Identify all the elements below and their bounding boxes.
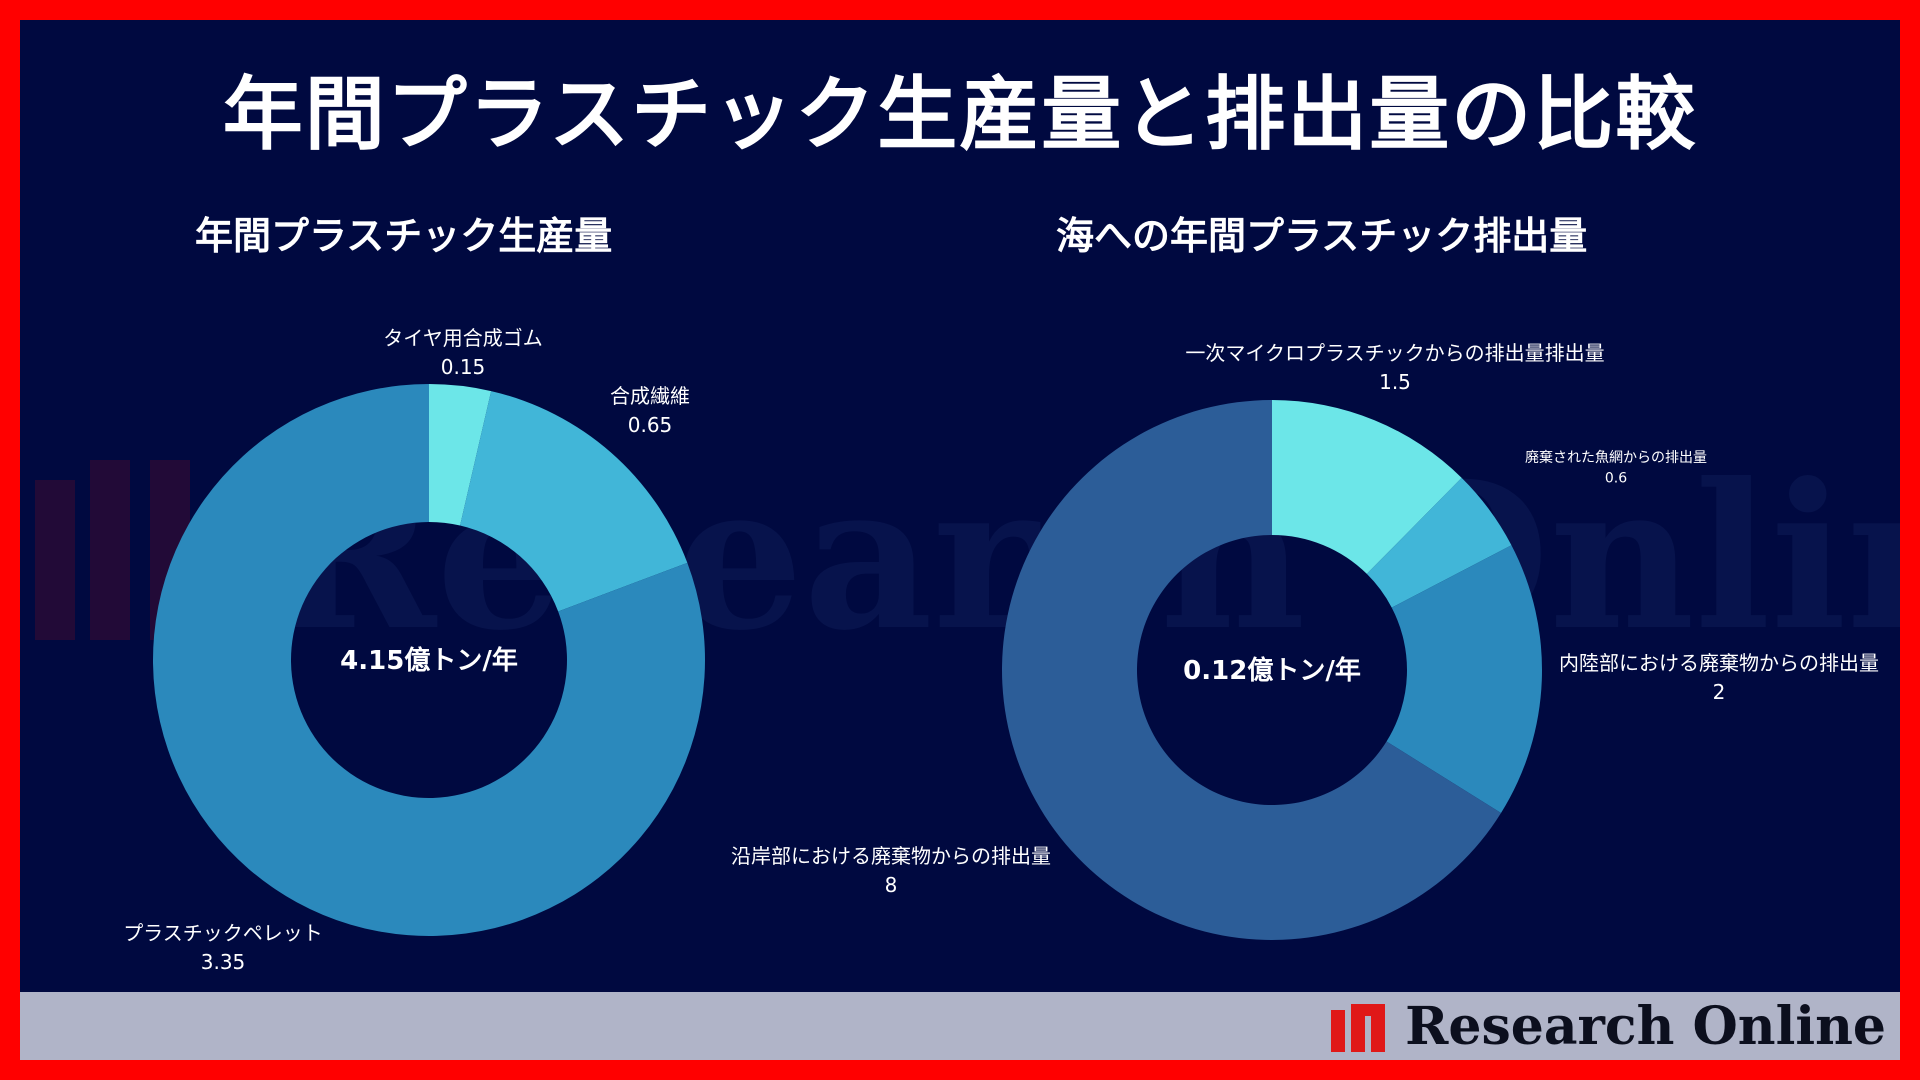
- chart1-slice-0-value: 1.5: [1379, 370, 1411, 394]
- chart0-center-label: 4.15億トン/年: [340, 645, 518, 676]
- footer-bar: Research Online: [20, 992, 1900, 1060]
- chart0-slice-1-value: 0.65: [628, 413, 673, 437]
- logo-icon: [1331, 1004, 1386, 1052]
- chart1-slice-1: [1366, 477, 1512, 608]
- chart0-slice-1: [460, 391, 688, 612]
- chart0-slice-1-label: 合成繊維: [610, 384, 690, 408]
- chart1-slice-0: [1272, 400, 1462, 574]
- chart1-slice-2-label: 内陸部における廃棄物からの排出量: [1559, 651, 1879, 675]
- chart0-slice-2: [152, 384, 705, 937]
- chart1-slice-2: [1386, 545, 1542, 814]
- chart1-slice-3-value: 8: [885, 873, 898, 897]
- chart1-slice-0-label: 一次マイクロプラスチックからの排出量排出量: [1185, 341, 1604, 365]
- chart0-slice-0-label: タイヤ用合成ゴム: [383, 326, 542, 350]
- chart1-slice-1-label: 廃棄された魚網からの排出量: [1525, 449, 1707, 466]
- chart0-slice-0: [429, 384, 492, 526]
- chart0-slice-2-label: プラスチックペレット: [123, 921, 323, 945]
- chart1-slice-2-value: 2: [1713, 680, 1726, 704]
- left-chart-title: 年間プラスチック生産量: [195, 214, 613, 258]
- footer-logo: Research Online: [1331, 992, 1886, 1060]
- chart1-center-label: 0.12億トン/年: [1183, 655, 1361, 686]
- right-chart-title: 海への年間プラスチック排出量: [1056, 214, 1588, 258]
- slide-frame: Research Online 年間プラスチック生産量と排出量の比較 年間プラス…: [20, 20, 1900, 1060]
- chart0-slice-2-value: 3.35: [201, 950, 246, 974]
- chart1-slice-1-value: 0.6: [1605, 470, 1627, 486]
- logo-text: Research Online: [1405, 995, 1886, 1057]
- chart1-slice-3: [1002, 400, 1502, 940]
- chart1-slice-3-label: 沿岸部における廃棄物からの排出量: [731, 844, 1051, 868]
- donut-charts: 4.15億トン/年 タイヤ用合成ゴム 0.15 合成繊維 0.65 プラスチックペレット 3…: [123, 326, 1879, 974]
- page-title: 年間プラスチック生産量と排出量の比較: [222, 68, 1698, 161]
- chart0-slice-0-value: 0.15: [441, 355, 486, 379]
